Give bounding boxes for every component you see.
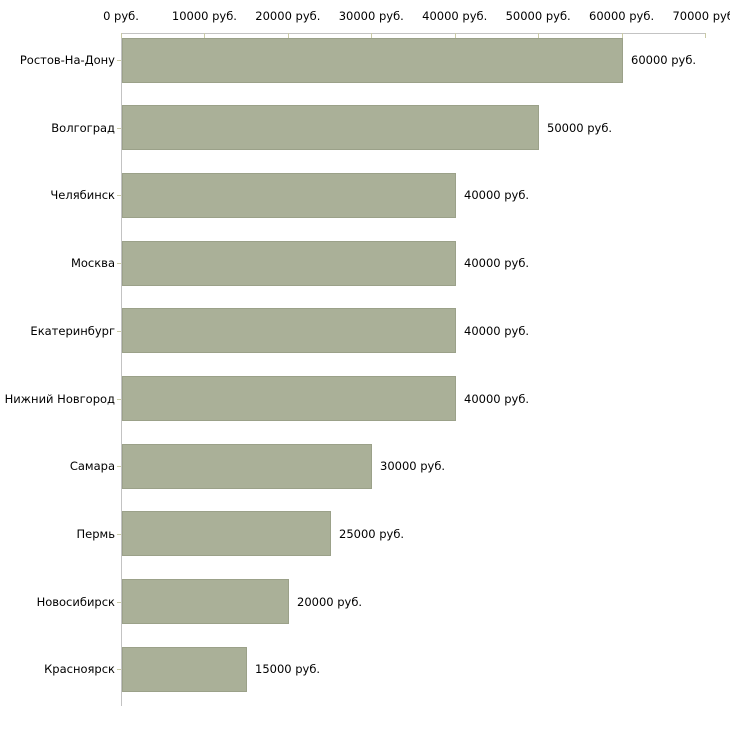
- x-axis-tick-label: 50000 руб.: [505, 9, 571, 23]
- category-label: Нижний Новгород: [4, 391, 115, 406]
- bar-8: [122, 511, 331, 556]
- y-axis-tick-mark: [117, 399, 121, 400]
- category-label: Новосибирск: [36, 594, 115, 609]
- bar-9: [122, 579, 289, 624]
- category-label: Пермь: [76, 526, 115, 541]
- bar-5: [122, 308, 456, 353]
- y-axis-tick-mark: [117, 466, 121, 467]
- y-axis-tick-mark: [117, 669, 121, 670]
- y-axis-tick-mark: [117, 128, 121, 129]
- x-axis-tick-mark: [121, 33, 122, 38]
- x-axis-tick-mark: [454, 33, 456, 38]
- bar-2: [122, 105, 539, 150]
- category-label: Самара: [69, 459, 115, 474]
- y-axis-tick-mark: [117, 602, 121, 603]
- x-axis-tick-label: 40000 руб.: [422, 9, 488, 23]
- value-label: 50000 руб.: [547, 120, 613, 135]
- x-axis-line: [121, 33, 706, 34]
- bar-10: [122, 647, 247, 692]
- category-label: Волгоград: [51, 120, 115, 135]
- y-axis-line: [121, 33, 122, 706]
- category-label: Москва: [70, 256, 115, 271]
- y-axis-tick-mark: [117, 263, 121, 264]
- value-label: 25000 руб.: [339, 526, 405, 541]
- x-axis-tick-label: 0 руб.: [103, 9, 139, 23]
- value-label: 15000 руб.: [255, 662, 321, 677]
- bar-7: [122, 444, 372, 489]
- x-axis-tick-mark: [287, 33, 289, 38]
- value-label: 40000 руб.: [464, 391, 530, 406]
- x-axis-tick-mark: [538, 33, 540, 38]
- x-axis-tick-label: 10000 руб.: [171, 9, 237, 23]
- value-label: 40000 руб.: [464, 323, 530, 338]
- value-label: 30000 руб.: [380, 459, 446, 474]
- y-axis-tick-mark: [117, 195, 121, 196]
- bar-1: [122, 38, 623, 83]
- bar-4: [122, 241, 456, 286]
- x-axis-tick-label: 60000 руб.: [589, 9, 655, 23]
- value-label: 40000 руб.: [464, 256, 530, 271]
- y-axis-tick-mark: [117, 534, 121, 535]
- x-axis-tick-label: 30000 руб.: [338, 9, 404, 23]
- x-axis-tick-mark: [705, 33, 706, 38]
- x-axis-tick-mark: [371, 33, 373, 38]
- bar-6: [122, 376, 456, 421]
- category-label: Ростов-На-Дону: [19, 53, 115, 67]
- y-axis-tick-mark: [117, 331, 121, 332]
- bar-3: [122, 173, 456, 218]
- value-label: 60000 руб.: [631, 53, 697, 67]
- category-label: Екатеринбург: [30, 323, 115, 338]
- x-axis-tick-label: 20000 руб.: [255, 9, 321, 23]
- y-axis-tick-mark: [117, 60, 121, 61]
- value-label: 40000 руб.: [464, 188, 530, 203]
- category-label: Красноярск: [44, 662, 115, 677]
- category-label: Челябинск: [50, 188, 115, 203]
- value-label: 20000 руб.: [297, 594, 363, 609]
- x-axis-tick-label: 70000 руб.: [672, 9, 730, 23]
- x-axis-tick-mark: [621, 33, 623, 38]
- x-axis-tick-mark: [204, 33, 206, 38]
